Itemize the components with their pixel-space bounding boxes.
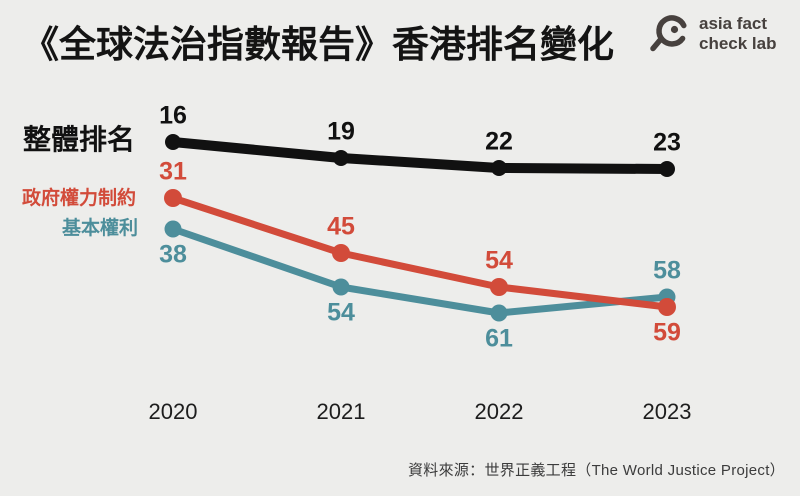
series-label-overall-ranking: 整體排名 [23,124,136,155]
data-point-label: 31 [159,157,187,186]
data-point-label: 22 [485,127,513,156]
x-axis-label: 2020 [148,399,198,424]
data-point [491,160,507,176]
data-point-label: 54 [485,246,513,275]
data-point [165,134,181,150]
source-note: 資料來源：世界正義工程（The World Justice Project） [407,462,785,479]
data-point-label: 45 [327,212,355,241]
data-point-label: 61 [485,324,513,353]
data-point-label: 59 [653,318,681,347]
data-point [490,304,508,322]
brand-logo: asia fact check lab [645,12,777,58]
data-point [490,278,508,296]
brand-logo-text: asia fact check lab [699,14,777,54]
data-point [658,298,676,316]
x-axis-label: 2023 [642,399,692,424]
data-point-label: 19 [327,117,355,146]
data-point [332,244,350,262]
data-point-label: 16 [159,101,187,130]
brand-logo-line2: check lab [699,34,777,53]
data-point-label: 23 [653,128,681,157]
data-point [164,220,182,238]
brand-logo-line1: asia fact [699,14,768,33]
series-line [169,225,671,317]
data-point-label: 58 [653,256,681,285]
data-point [332,278,350,296]
series-line [169,194,671,311]
series-line [168,137,672,174]
data-point-label: 54 [327,298,355,327]
page-title: 《全球法治指數報告》香港排名變化 [22,24,614,65]
data-point [659,161,675,177]
data-point-label: 38 [159,240,187,269]
data-point [164,189,182,207]
series-label-fundamental-rights: 基本權利 [62,218,139,239]
magnifier-eye-icon [650,15,687,52]
data-point [333,150,349,166]
series-label-government-power-constraints: 政府權力制約 [22,188,137,209]
x-axis-label: 2021 [316,399,366,424]
x-axis-label: 2022 [474,399,524,424]
